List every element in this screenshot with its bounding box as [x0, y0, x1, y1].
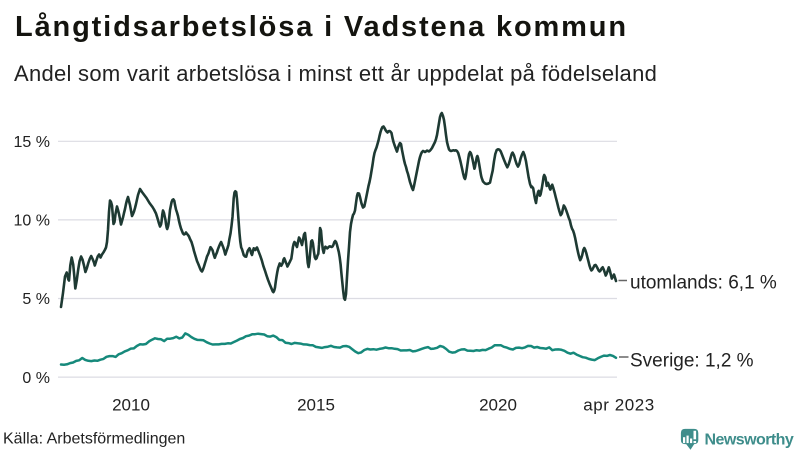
svg-text:15 %: 15 % [14, 134, 50, 151]
svg-text:2015: 2015 [297, 396, 335, 415]
svg-text:Långtidsarbetslösa i Vadstena: Långtidsarbetslösa i Vadstena kommun [15, 11, 628, 43]
svg-text:2010: 2010 [112, 396, 150, 415]
svg-text:0 %: 0 % [22, 370, 50, 387]
svg-text:Newsworthy: Newsworthy [705, 431, 794, 448]
svg-text:5 %: 5 % [22, 291, 50, 308]
svg-text:2020: 2020 [479, 396, 517, 415]
svg-text:Sverige: 1,2 %: Sverige: 1,2 % [630, 351, 754, 372]
svg-text:10 %: 10 % [14, 213, 50, 230]
svg-text:utomlands: 6,1 %: utomlands: 6,1 % [630, 272, 777, 293]
svg-text:Källa: Arbetsförmedlingen: Källa: Arbetsförmedlingen [3, 431, 185, 448]
svg-text:apr 2023: apr 2023 [583, 396, 655, 415]
svg-text:Andel som varit arbetslösa i m: Andel som varit arbetslösa i minst ett å… [14, 61, 657, 86]
